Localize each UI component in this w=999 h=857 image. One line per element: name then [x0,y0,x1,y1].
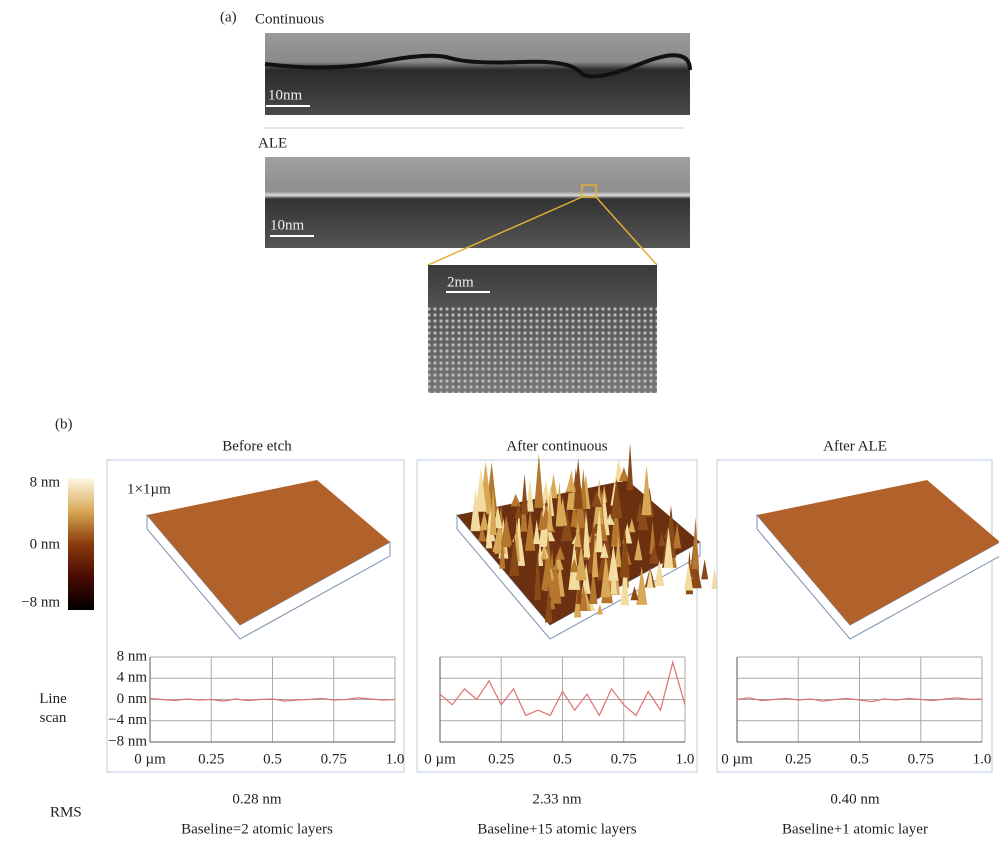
surface-spike [534,454,543,508]
surface-spike [526,478,533,511]
x-tick-label: 1.0 [973,751,992,767]
row-label: RMS [50,804,82,820]
tem-image [265,33,690,115]
scale-label: 10nm [268,87,303,103]
size-label: 1×1µm [127,481,171,497]
x-tick-label: 0 µm [134,751,166,767]
x-tick-label: 0.75 [611,751,637,767]
surface-spike [521,474,528,515]
surface-spike [642,465,652,515]
x-tick-label: 1.0 [676,751,695,767]
figure: (a) Continuous 10nm ALE 10nm 2nm (b) 8 n… [0,0,999,852]
colorbar [68,478,94,610]
figure-canvas: (a) Continuous 10nm ALE 10nm 2nm (b) 8 n… [0,0,999,852]
x-tick-label: 0.25 [488,751,514,767]
x-tick-label: 0.75 [908,751,934,767]
x-tick-label: 0 µm [424,751,456,767]
baseline-note: Baseline+15 atomic layers [477,821,636,837]
x-tick-label: 0.5 [263,751,282,767]
rms-value: 0.28 nm [232,791,282,807]
surface-top [757,480,999,625]
sample-title: Before etch [222,438,292,454]
panel-label: (a) [220,9,237,25]
image-title: ALE [258,135,287,151]
row-label: Line scan [30,690,76,728]
y-tick-label: 4 nm [117,670,148,686]
lattice [428,305,657,393]
y-tick-label: 0 nm [117,691,148,707]
rms-value: 2.33 nm [532,791,582,807]
colorbar-label: 8 nm [30,474,61,490]
x-tick-label: 0.5 [850,751,869,767]
scale-label: 2nm [447,274,474,290]
colorbar-label: −8 nm [21,594,60,610]
colorbar-label: 0 nm [30,536,61,552]
x-tick-label: 0.75 [321,751,347,767]
x-tick-label: 0 µm [721,751,753,767]
x-tick-label: 0.5 [553,751,572,767]
surface-spike [511,494,521,507]
image-title: Continuous [255,11,324,27]
surface-top [147,480,390,625]
y-tick-label: 8 nm [117,648,148,664]
rms-value: 0.40 nm [830,791,880,807]
surface-spike [627,443,633,490]
x-tick-label: 0.25 [198,751,224,767]
tem-image [265,157,690,248]
sample-title: After continuous [506,438,607,454]
surface-spike [701,559,708,579]
y-tick-label: −4 nm [108,712,147,728]
y-tick-label: −8 nm [108,733,147,749]
sample-title: After ALE [823,438,887,454]
x-tick-label: 0.25 [785,751,811,767]
baseline-note: Baseline=2 atomic layers [181,821,333,837]
panel-label: (b) [55,416,73,432]
baseline-note: Baseline+1 atomic layer [782,821,928,837]
x-tick-label: 1.0 [386,751,405,767]
scale-label: 10nm [270,217,305,233]
